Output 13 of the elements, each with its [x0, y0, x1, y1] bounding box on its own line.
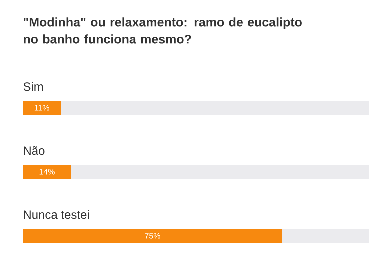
- chart-title: "Modinha" ou relaxamento: ramo de eucalipto no banho funciona mesmo?: [24, 18, 302, 44]
- y-tick-label: Não: [24, 146, 45, 156]
- bar: [61, 101, 370, 116]
- data-label: 11%: [34, 105, 50, 111]
- bar: [71, 165, 370, 180]
- data-label: 75%: [145, 233, 160, 239]
- data-label: 14%: [40, 169, 55, 175]
- y-tick-label: Sim: [24, 82, 44, 92]
- y-tick-label: Nunca testei: [24, 210, 90, 220]
- bar: [23, 165, 72, 180]
- bar: [23, 101, 62, 116]
- bar: [282, 229, 370, 244]
- bar: [23, 229, 283, 244]
